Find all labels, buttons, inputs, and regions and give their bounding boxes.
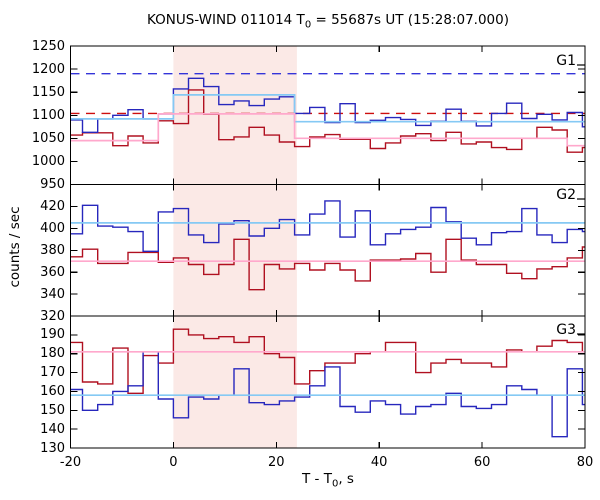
y-tick-label: 190: [40, 327, 65, 343]
y-tick-label: 400: [40, 220, 65, 236]
y-tick-label: 380: [40, 242, 65, 258]
y-tick-label: 1000: [31, 153, 65, 169]
y-tick-label: 360: [40, 264, 65, 280]
panel-label-g2: G2: [556, 187, 576, 203]
chart-title: KONUS-WIND 011014 T0 = 55687s UT (15:28:…: [70, 12, 586, 31]
y-tick-label: 170: [40, 365, 65, 381]
y-axis-label: counts / sec: [7, 206, 23, 288]
y-tick-label: 950: [40, 177, 65, 192]
y-tick-label: 160: [40, 383, 65, 399]
panel-label-g1: G1: [556, 53, 576, 69]
y-tick-label: 420: [40, 198, 65, 214]
y-tick-label: 1100: [31, 107, 65, 123]
x-tick-label: 40: [370, 455, 388, 470]
chart-title-subscript: 0: [304, 19, 312, 31]
x-tick-label: 80: [576, 455, 594, 470]
y-tick-label: 340: [40, 286, 65, 302]
x-tick-label: 0: [169, 455, 178, 470]
x-tick-label: 20: [268, 455, 285, 470]
x-axis-label: T - T0, s: [302, 471, 354, 490]
chart-title-suffix: = 55687s UT (15:28:07.000): [311, 12, 509, 28]
y-tick-label: 1150: [31, 84, 65, 100]
y-tick-label: 140: [40, 421, 65, 437]
y-tick-label: 180: [40, 346, 65, 362]
y-tick-label: 320: [40, 308, 65, 324]
y-tick-label: 130: [40, 440, 65, 456]
y-tick-label: 1200: [31, 61, 65, 77]
x-tick-label: 60: [473, 455, 491, 470]
y-tick-label: 1250: [31, 38, 65, 54]
y-tick-label: 150: [40, 402, 65, 418]
y-tick-label: 1050: [31, 130, 65, 146]
chart-title-text: KONUS-WIND 011014 T: [147, 12, 305, 28]
panel-label-g3: G3: [556, 322, 576, 338]
x-tick-label: -20: [59, 455, 82, 470]
